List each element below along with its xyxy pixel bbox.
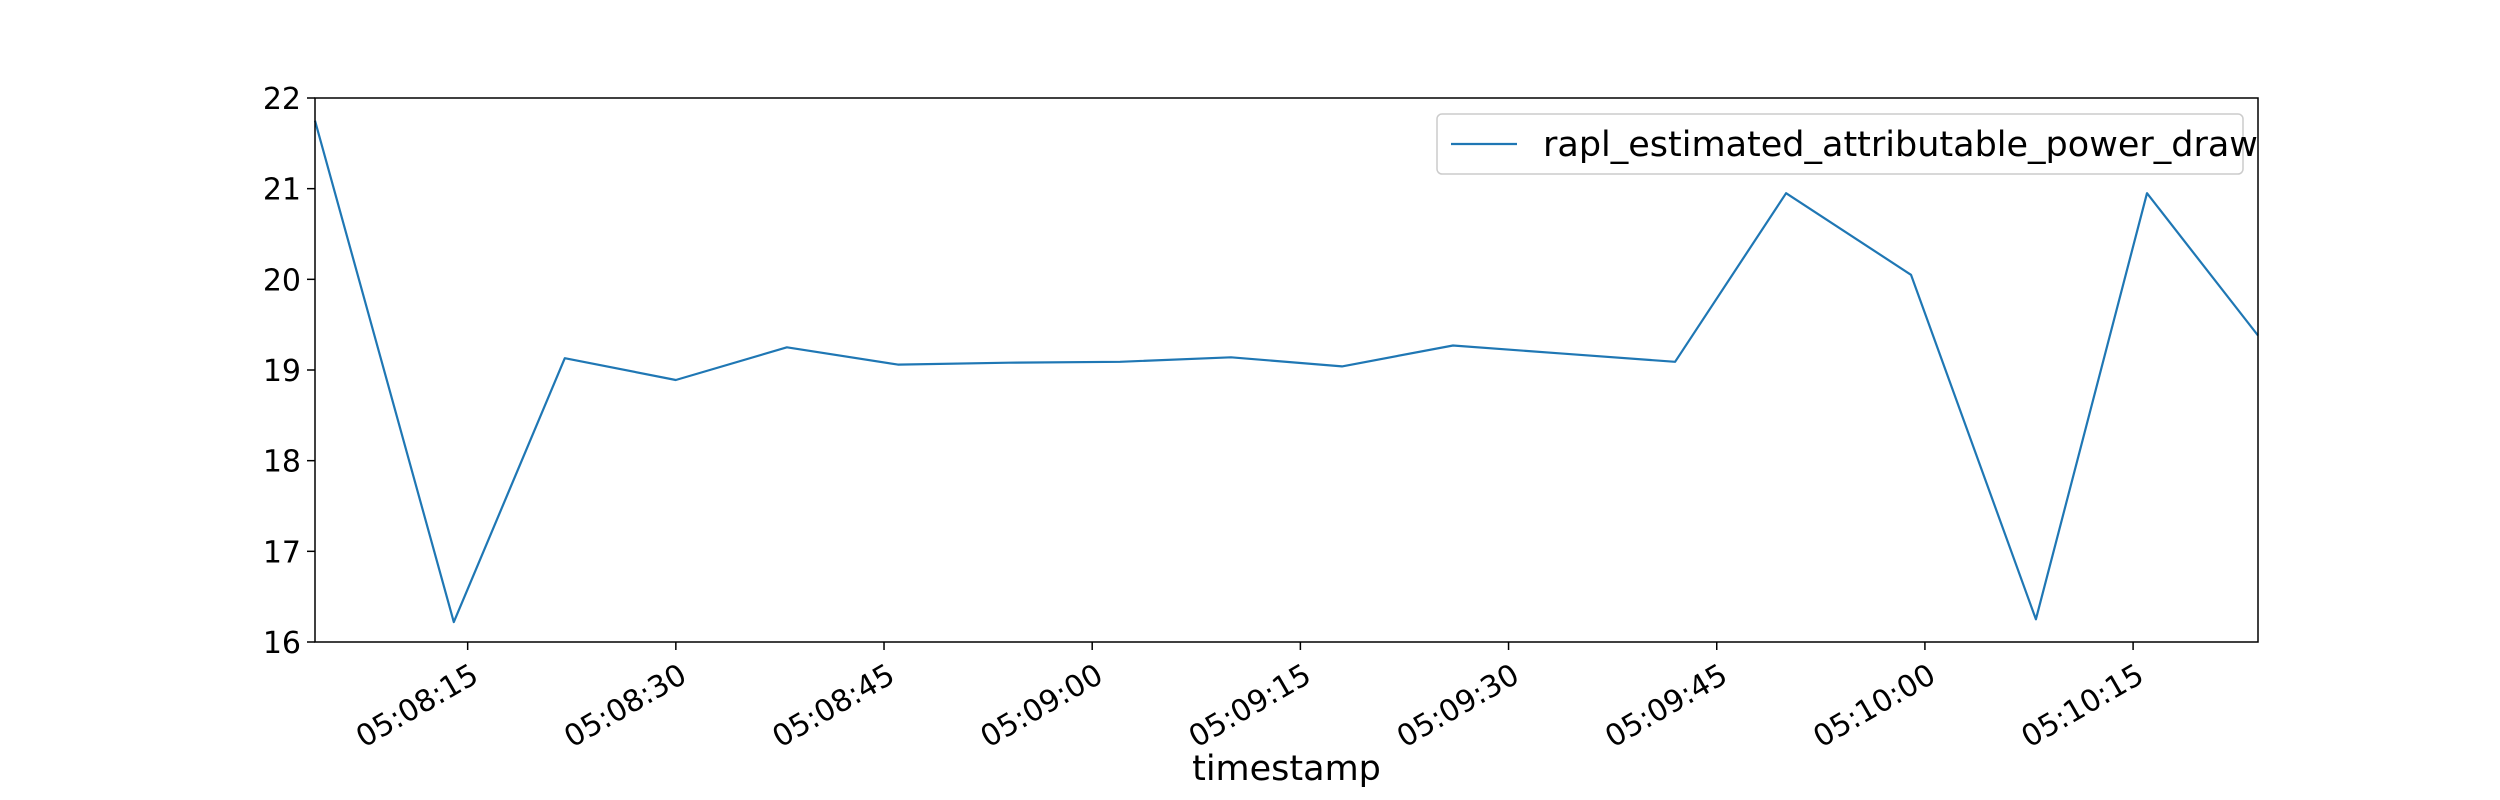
x-tick-label: 05:08:15	[350, 657, 484, 755]
x-tick-label: 05:09:45	[1599, 657, 1733, 755]
y-tick-label: 17	[263, 535, 301, 570]
x-tick-label: 05:09:00	[975, 657, 1109, 755]
plot-frame	[314, 97, 2259, 643]
plot-area	[313, 97, 2259, 643]
x-tick-label: 05:08:45	[767, 657, 901, 755]
legend-label: rapl_estimated_attributable_power_draw	[1543, 125, 2258, 165]
x-tick-label: 05:10:00	[1808, 657, 1942, 755]
legend-box	[1436, 113, 2244, 175]
y-tick-label: 18	[263, 445, 301, 480]
y-tick-label: 21	[263, 173, 301, 208]
x-tick-label: 05:08:30	[558, 657, 692, 755]
y-tick-label: 22	[263, 82, 301, 117]
y-axis: 16 17 18 19 20 21 22	[263, 82, 315, 661]
x-tick-label: 05:09:15	[1183, 657, 1317, 755]
x-tick-label: 05:10:15	[2016, 657, 2150, 755]
legend: rapl_estimated_attributable_power_draw	[1436, 113, 2258, 175]
y-tick-label: 19	[263, 354, 301, 389]
y-tick-label: 20	[263, 263, 301, 298]
y-tick-label: 16	[263, 626, 301, 661]
x-axis-title: timestamp	[1192, 749, 1381, 789]
x-axis: 05:08:15 05:08:30 05:08:45 05:09:00 05:09:15…	[350, 642, 2150, 755]
series-line-0	[313, 120, 2259, 624]
x-tick-label: 05:09:30	[1391, 657, 1525, 755]
